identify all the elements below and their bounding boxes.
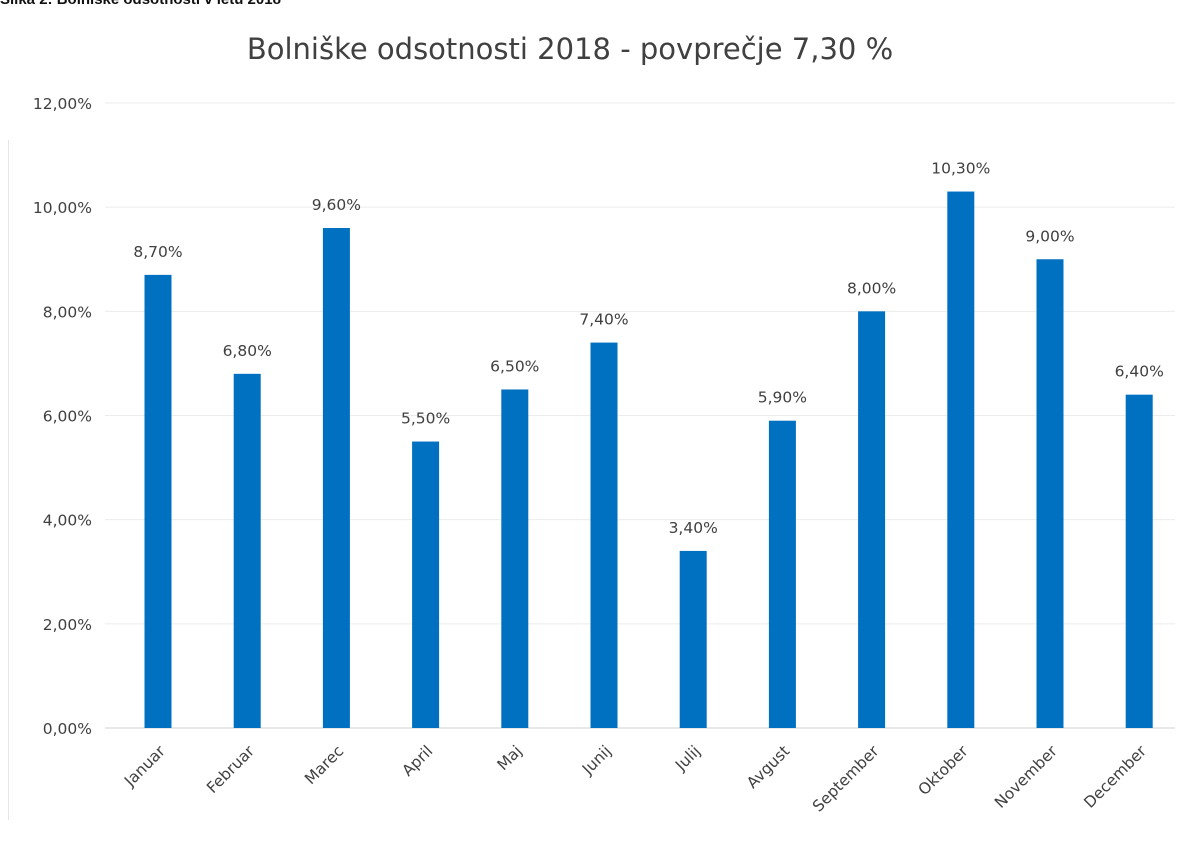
bar [858, 311, 886, 728]
data-label: 5,90% [758, 389, 807, 407]
bar [679, 550, 707, 728]
bar [412, 441, 440, 728]
data-label: 3,40% [669, 519, 718, 537]
x-tick-label: Julij [671, 742, 704, 775]
data-label: 5,50% [401, 410, 450, 428]
x-tick-label: Oktober [915, 742, 972, 799]
data-label: 7,40% [579, 311, 628, 329]
data-label: 6,50% [490, 357, 539, 375]
data-labels: 8,70% 6,80% 9,60% 5,50% 6,50% 7,40% 3,40% 5,90%… [133, 160, 1163, 537]
data-label: 8,00% [847, 279, 896, 297]
data-label: 6,40% [1115, 363, 1164, 381]
x-tick-label: November [991, 742, 1061, 812]
gridlines [105, 102, 1175, 729]
bar [233, 373, 261, 728]
data-label: 6,80% [223, 342, 272, 360]
x-tick-label: Februar [203, 742, 258, 797]
bar [501, 389, 529, 728]
y-axis-ticks: 0,00% 2,00% 4,00% 6,00% 8,00% 10,00% 12,00% [33, 95, 92, 738]
y-tick-label: 12,00% [33, 95, 92, 113]
data-label: 9,60% [312, 196, 361, 214]
bar [1125, 394, 1153, 728]
page-margin-rule [8, 140, 9, 820]
bar [144, 274, 172, 728]
y-tick-label: 6,00% [43, 408, 92, 426]
x-tick-label: Januar [120, 742, 169, 791]
x-axis-categories: Januar Februar Marec April Maj Junij Julij Avgu… [120, 742, 1150, 816]
x-tick-label: April [399, 742, 437, 780]
chart-title: Bolniške odsotnosti 2018 - povprečje 7,3… [247, 32, 893, 66]
bar [768, 420, 796, 728]
bar [322, 228, 350, 728]
y-tick-label: 8,00% [43, 303, 92, 321]
x-tick-label: Maj [494, 742, 526, 774]
x-tick-label: Marec [301, 742, 347, 788]
bar [1036, 259, 1064, 728]
data-label: 10,30% [931, 160, 990, 178]
figure-caption: Slika 2: Bolniške odsotnosti v letu 2018 [0, 0, 281, 8]
x-tick-label: December [1080, 742, 1150, 812]
y-tick-label: 2,00% [43, 616, 92, 634]
y-tick-label: 4,00% [43, 512, 92, 530]
bar [947, 191, 975, 728]
x-tick-label: Avgust [743, 742, 793, 792]
x-tick-label: Junij [578, 742, 615, 779]
bars [144, 191, 1153, 728]
y-tick-label: 0,00% [43, 720, 92, 738]
x-tick-label: September [809, 742, 883, 816]
y-tick-label: 10,00% [33, 199, 92, 217]
data-label: 8,70% [133, 243, 182, 261]
data-label: 9,00% [1025, 227, 1074, 245]
bar [590, 342, 618, 728]
